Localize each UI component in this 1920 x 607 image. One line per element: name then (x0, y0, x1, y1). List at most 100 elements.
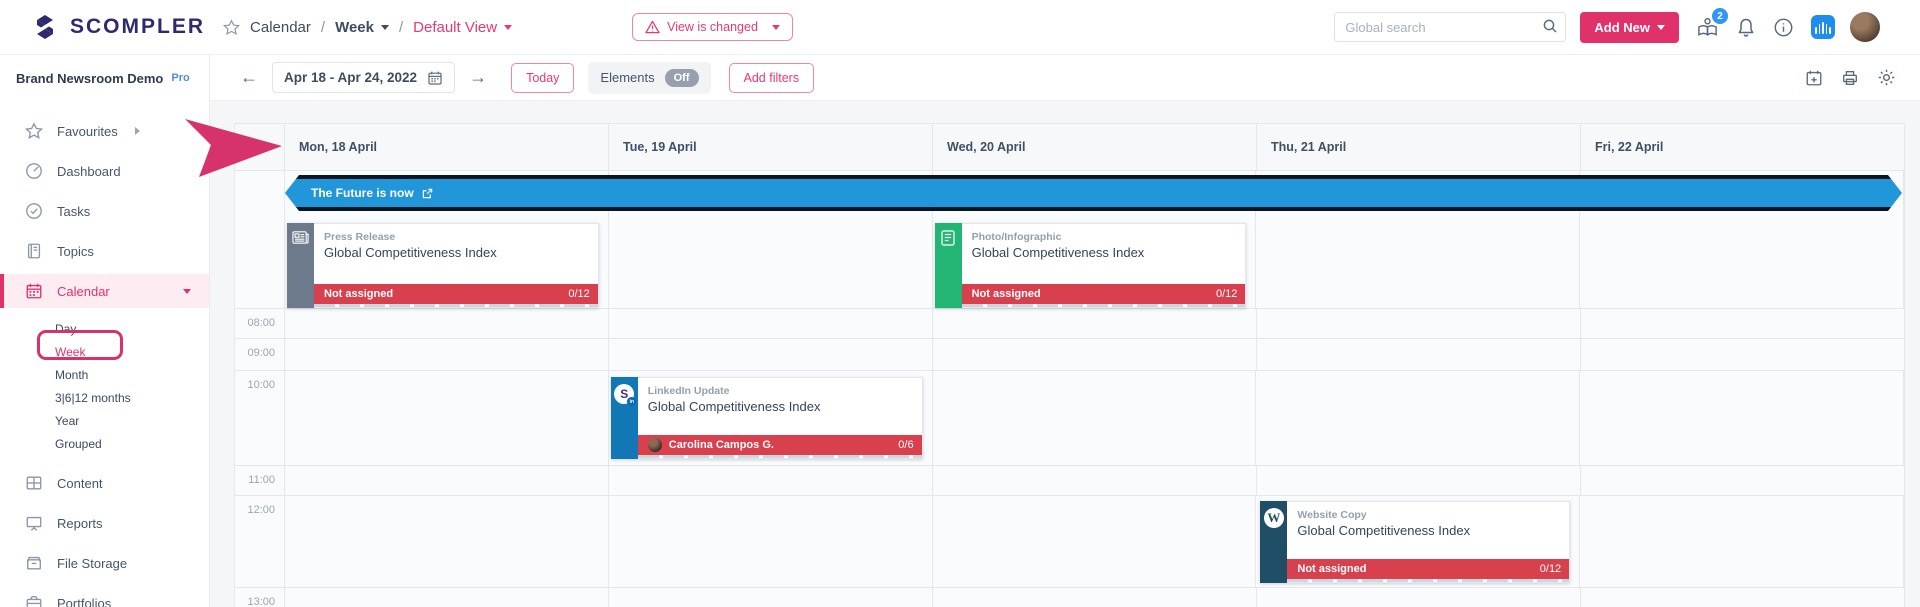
hour-cell[interactable] (609, 588, 933, 607)
sidebar-item-favourites[interactable]: Favourites (0, 111, 209, 151)
event-card-website-copy[interactable]: W Website Copy Global Competitiveness In… (1260, 501, 1571, 583)
workspace-switcher[interactable]: Brand Newsroom Demo Pro (0, 55, 209, 101)
settings-gear-icon[interactable] (1877, 68, 1896, 87)
story-banner[interactable]: The Future is now (285, 175, 1902, 211)
sidebar-subitem-grouped[interactable]: Grouped (55, 436, 102, 451)
hour-cell[interactable] (285, 588, 609, 607)
hour-cell[interactable] (933, 466, 1257, 495)
day-header-mon: Mon, 18 April (285, 124, 609, 170)
sidebar-item-portfolios[interactable]: Portfolios (0, 583, 209, 607)
prev-week-button[interactable]: ← (234, 63, 264, 92)
info-icon[interactable] (1773, 17, 1794, 38)
sidebar-subitem-year[interactable]: Year (55, 413, 80, 428)
breadcrumb-separator: / (320, 18, 326, 36)
add-new-button[interactable]: Add New (1580, 11, 1679, 43)
sidebar-subitem-day[interactable]: Day (55, 321, 77, 336)
academy-icon[interactable]: 2 (1696, 8, 1728, 38)
hour-cell[interactable] (285, 339, 609, 370)
brand-logo[interactable]: SCOMPLER (30, 12, 205, 42)
elements-toggle[interactable]: Off (664, 68, 699, 87)
hour-cell[interactable] (609, 309, 933, 338)
add-filters-button[interactable]: Add filters (728, 62, 815, 93)
hour-cell[interactable] (932, 371, 1257, 465)
hour-cell[interactable] (285, 309, 609, 338)
sidebar-item-tasks[interactable]: Tasks (0, 191, 209, 231)
bell-icon[interactable] (1736, 17, 1756, 38)
sidebar: Brand Newsroom Demo Pro Favourites Dashb… (0, 55, 210, 607)
print-icon[interactable] (1841, 69, 1859, 87)
hour-cell[interactable] (1581, 588, 1904, 607)
calendar-grid-wrapper: Mon, 18 April Tue, 19 April Wed, 20 Apri… (210, 101, 1920, 607)
favourite-star-icon[interactable] (223, 18, 241, 36)
hour-cell[interactable] (285, 371, 609, 465)
hour-cell[interactable] (932, 496, 1257, 587)
hour-cell[interactable] (1581, 309, 1904, 338)
sidebar-item-file-storage[interactable]: File Storage (0, 543, 209, 583)
user-avatar[interactable] (1850, 12, 1880, 42)
hour-cell[interactable] (1256, 371, 1581, 465)
event-assignment-bar: Not assigned 0/12 (314, 284, 598, 304)
sidebar-item-content[interactable]: Content (0, 463, 209, 503)
breadcrumb-view-selector[interactable]: Week (335, 19, 389, 36)
assignee-avatar (647, 438, 662, 452)
chevron-down-icon (183, 288, 191, 294)
hour-cell[interactable] (1257, 339, 1581, 370)
chevron-down-icon (504, 24, 513, 30)
hour-cell[interactable] (608, 496, 933, 587)
intercom-icon[interactable] (1811, 15, 1835, 39)
event-type: Website Copy (1297, 509, 1367, 521)
calendar-grid: Mon, 18 April Tue, 19 April Wed, 20 Apri… (234, 123, 1905, 607)
event-progress: 0/6 (898, 439, 914, 451)
breadcrumb-section[interactable]: Calendar (250, 18, 311, 36)
scompler-logo-icon (37, 15, 53, 39)
toolbar-icons (1805, 68, 1896, 87)
hour-cell[interactable] (1580, 496, 1904, 587)
hour-cell[interactable] (1257, 588, 1581, 607)
plan-badge: Pro (171, 72, 190, 84)
event-assignment-bar: Not assigned 0/12 (1287, 559, 1570, 579)
hour-cell[interactable] (1581, 339, 1904, 370)
hour-cell[interactable] (933, 339, 1257, 370)
hour-cell[interactable] (285, 496, 609, 587)
hour-cell[interactable] (1581, 466, 1904, 495)
hour-row-0800: 08:00 (235, 309, 1904, 339)
hour-cell[interactable] (1580, 371, 1904, 465)
check-circle-icon (24, 202, 44, 220)
hour-row-1100: 11:00 (235, 466, 1904, 496)
hour-cell[interactable] (609, 466, 933, 495)
event-type: Press Release (324, 231, 396, 243)
sidebar-subitem-3-6-12-months[interactable]: 3|6|12 months (55, 390, 131, 405)
today-button[interactable]: Today (511, 62, 575, 93)
sidebar-subitem-week[interactable]: Week (55, 344, 86, 359)
hour-cell[interactable] (285, 466, 609, 495)
search-input[interactable] (1334, 12, 1567, 42)
sidebar-item-reports[interactable]: Reports (0, 503, 209, 543)
search-icon[interactable] (1542, 18, 1558, 39)
hour-row-1200: 12:00 W Website Copy Global Competitiven… (235, 496, 1904, 588)
hour-cell[interactable] (933, 309, 1257, 338)
calendar-add-icon[interactable] (1805, 69, 1823, 87)
event-assignee: Carolina Campos G. (668, 439, 774, 451)
hour-cell[interactable] (1257, 466, 1581, 495)
hour-cell[interactable] (933, 588, 1257, 607)
view-changed-button[interactable]: View is changed (632, 13, 793, 41)
hour-cell[interactable] (609, 339, 933, 370)
chevron-down-icon (380, 24, 389, 30)
event-card-press-release[interactable]: Press Release Global Competitiveness Ind… (287, 223, 599, 308)
sidebar-item-dashboard[interactable]: Dashboard (0, 151, 209, 191)
sidebar-item-topics[interactable]: Topics (0, 231, 209, 271)
sidebar-item-calendar[interactable]: Calendar (0, 274, 209, 308)
star-icon (24, 122, 44, 140)
sidebar-subitem-month[interactable]: Month (55, 367, 89, 382)
hour-cell[interactable] (1257, 309, 1581, 338)
presentation-icon (24, 514, 44, 532)
breadcrumb-preset-selector[interactable]: Default View (413, 19, 513, 36)
date-range-picker[interactable]: Apr 18 - Apr 24, 2022 (272, 62, 456, 93)
linkedin-badge-icon: in (627, 397, 637, 406)
day-header-thu: Thu, 21 April (1257, 124, 1581, 170)
next-week-button[interactable]: → (463, 63, 493, 92)
event-assignment-bar: Not assigned 0/12 (961, 284, 1246, 304)
event-card-photo-infographic[interactable]: Photo/Infographic Global Competitiveness… (934, 223, 1247, 308)
